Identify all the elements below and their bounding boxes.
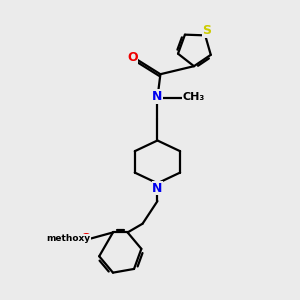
Text: CH₃: CH₃ bbox=[183, 92, 205, 101]
Text: O: O bbox=[80, 232, 91, 245]
Text: O: O bbox=[127, 51, 138, 64]
Text: S: S bbox=[202, 24, 211, 38]
Text: N: N bbox=[152, 90, 163, 103]
Text: methoxy: methoxy bbox=[46, 234, 90, 243]
Text: N: N bbox=[152, 182, 163, 195]
